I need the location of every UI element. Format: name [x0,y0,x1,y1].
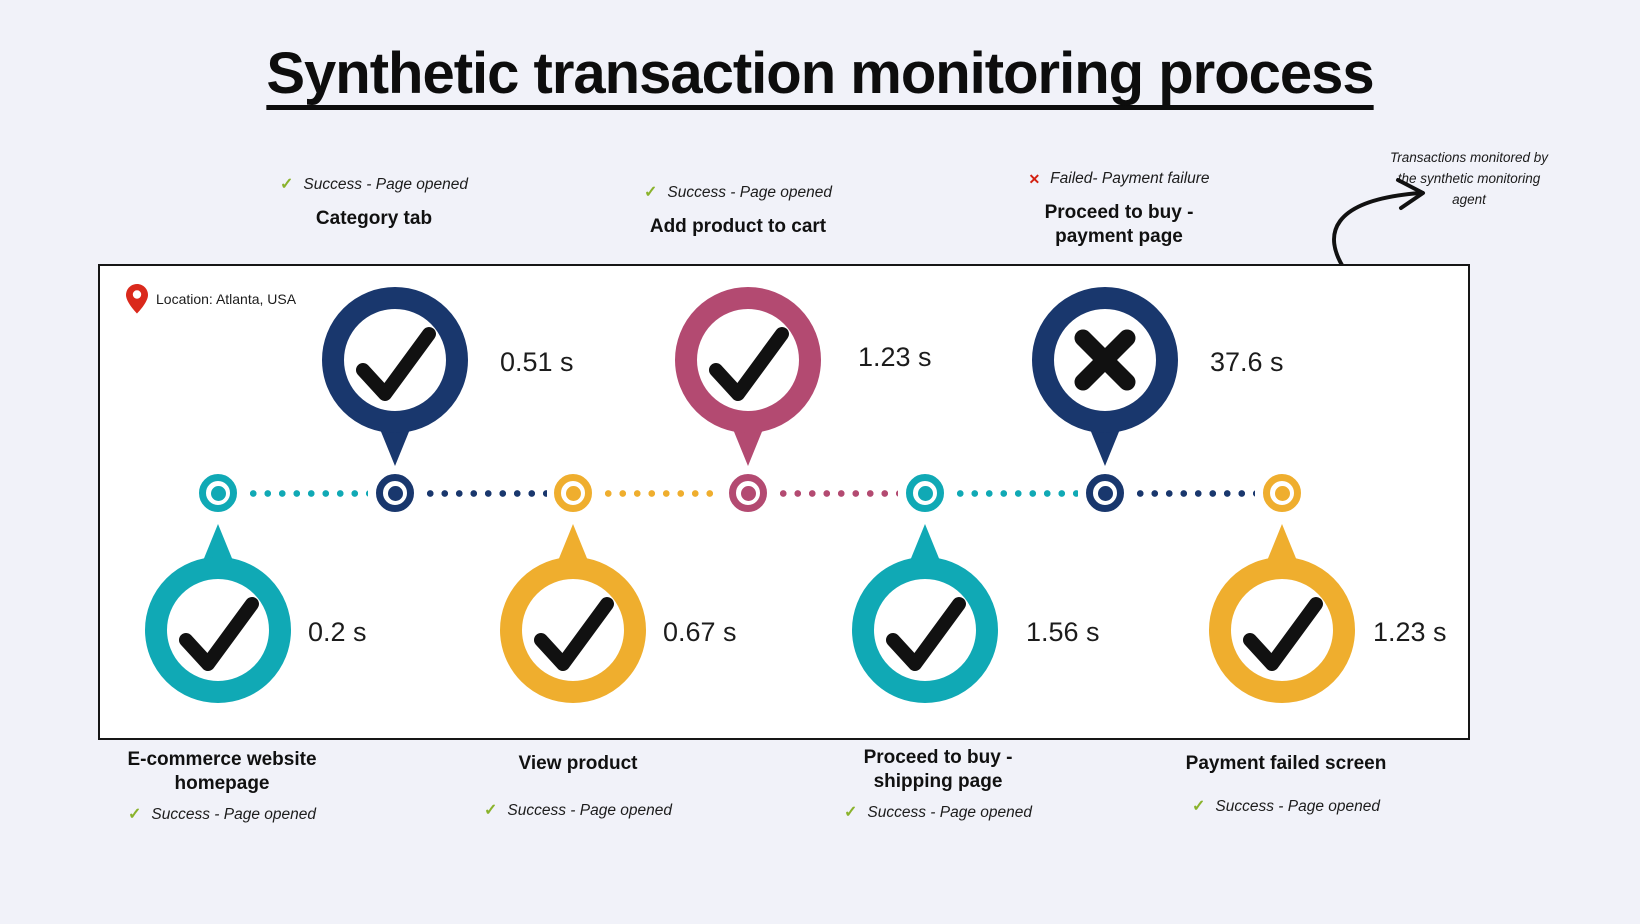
step-footer-view-product: View product ✓ Success - Page opened [428,752,728,820]
timeline-segment [776,490,898,497]
timeline-node [906,474,944,512]
step-footer-shipping-page: Proceed to buy - shipping page ✓ Success… [838,746,1038,822]
timeline-node [376,474,414,512]
check-icon [356,327,436,401]
timeline-segment [953,490,1078,497]
annotation-text: Transactions monitored by the synthetic … [1389,150,1549,207]
timeline-node [729,474,767,512]
step-footer-homepage: E-commerce website homepage ✓ Success - … [122,748,322,824]
success-check-icon: ✓ [644,184,658,201]
timeline-node [199,474,237,512]
status-line: ✓ Success - Page opened [588,184,888,202]
location-pin-icon [126,284,148,314]
check-icon [534,597,614,671]
status-text: Success - Page opened [303,176,468,193]
status-text: Success - Page opened [151,805,316,823]
status-text: Success - Page opened [1215,797,1380,815]
step-name: E-commerce website homepage [127,749,317,794]
marker-pin-category-tab [322,287,468,466]
curved-arrow [1332,178,1425,272]
node-dot [210,485,226,501]
success-check-icon: ✓ [484,801,498,819]
step-name: Add product to cart [649,216,827,237]
node-dot [1097,485,1113,501]
step-name: Proceed to buy - payment page [1044,202,1194,247]
duration-label: 0.51 s [500,347,574,377]
duration-label: 0.2 s [308,617,367,647]
location-label: Location: Atlanta, USA [126,284,296,314]
status-line: ✓ Success - Page opened [122,806,322,824]
x-icon [1074,329,1136,391]
status-line: ✕ Failed- Payment failure [1008,170,1230,188]
step-footer-payment-failed: Payment failed screen ✓ Success - Page o… [1136,752,1436,816]
step-header-add-product: ✓ Success - Page opened Add product to c… [588,184,888,239]
node-dot [917,485,933,501]
marker-pin-add-product [675,287,821,466]
status-text: Success - Page opened [667,184,832,201]
duration-label: 37.6 s [1210,347,1284,377]
duration-label: 1.23 s [1373,617,1447,647]
duration-label: 0.67 s [663,617,737,647]
status-text: Failed- Payment failure [1050,170,1210,187]
timeline-node [1263,474,1301,512]
marker-pin-payment-page [1032,287,1178,466]
timeline-node [1086,474,1124,512]
timeline-node [554,474,592,512]
marker-pin-payment-failed [1209,524,1355,703]
marker-pin-view-product [500,524,646,703]
step-header-category-tab: ✓ Success - Page opened Category tab [224,176,524,231]
success-check-icon: ✓ [1192,797,1206,815]
step-name: Proceed to buy - shipping page [863,747,1013,792]
step-name: View product [518,753,638,774]
success-check-icon: ✓ [280,176,294,193]
status-line: ✓ Success - Page opened [428,802,728,820]
failure-x-icon: ✕ [1028,171,1041,187]
check-icon [1243,597,1323,671]
node-dot [387,485,403,501]
node-dot [1274,485,1290,501]
status-text: Success - Page opened [867,803,1032,821]
status-line: ✓ Success - Page opened [838,804,1038,822]
duration-label: 1.56 s [1026,617,1100,647]
check-icon [886,597,966,671]
success-check-icon: ✓ [128,805,142,823]
marker-pin-shipping-page [852,524,998,703]
duration-label: 1.23 s [858,342,932,372]
timeline-segment [423,490,547,497]
status-line: ✓ Success - Page opened [1136,798,1436,816]
step-name: Payment failed screen [1185,753,1387,774]
check-icon [179,597,259,671]
node-dot [565,485,581,501]
success-check-icon: ✓ [844,803,858,821]
node-dot [740,485,756,501]
status-line: ✓ Success - Page opened [224,176,524,194]
check-icon [709,327,789,401]
step-name: Category tab [315,208,433,229]
timeline-segment [246,490,368,497]
status-text: Success - Page opened [507,801,672,819]
marker-pin-homepage [145,524,291,703]
step-header-payment-page: ✕ Failed- Payment failure Proceed to buy… [1008,170,1230,249]
page-title: Synthetic transaction monitoring process [266,41,1374,106]
location-text: Location: Atlanta, USA [156,291,297,307]
timeline-segment [601,490,721,497]
timeline-segment [1133,490,1255,497]
